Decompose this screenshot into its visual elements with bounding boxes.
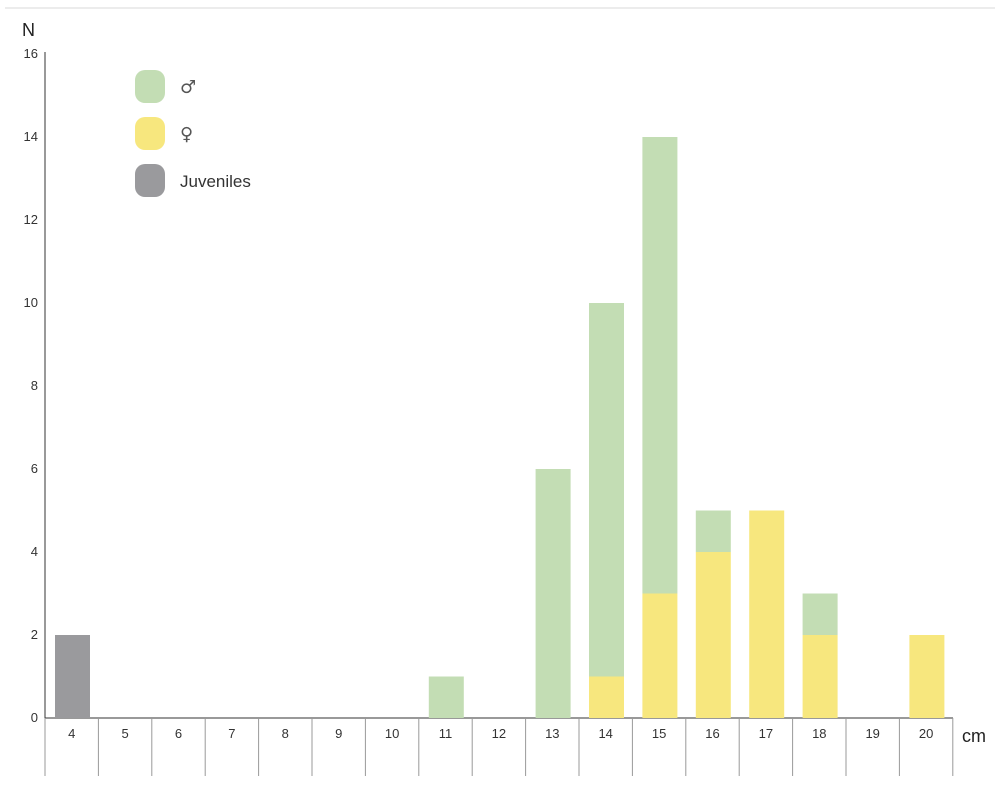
- x-tick-label: 19: [865, 726, 879, 741]
- x-tick-label: 20: [919, 726, 933, 741]
- legend-swatch: [135, 70, 165, 103]
- y-tick-label: 4: [31, 544, 38, 559]
- y-tick-label: 8: [31, 378, 38, 393]
- y-tick-label: 2: [31, 627, 38, 642]
- x-tick-label: 13: [545, 726, 559, 741]
- x-tick-label: 15: [652, 726, 666, 741]
- y-tick-label: 0: [31, 710, 38, 725]
- legend-swatch: [135, 164, 165, 197]
- bar-female-14: [589, 676, 624, 718]
- x-tick-label: 10: [385, 726, 399, 741]
- legend-swatch: [135, 117, 165, 150]
- x-tick-label: 14: [598, 726, 612, 741]
- x-axis-title: cm: [962, 726, 986, 746]
- bar-male-14: [589, 303, 624, 677]
- bar-female-17: [749, 510, 785, 718]
- bar-female-20: [909, 635, 945, 718]
- y-tick-label: 6: [31, 461, 38, 476]
- x-tick-label: 8: [282, 726, 289, 741]
- x-tick-label: 16: [705, 726, 719, 741]
- legend: ♂ ♀ Juveniles: [135, 70, 251, 197]
- bar-juveniles-4: [55, 635, 90, 718]
- bar-male-18: [802, 593, 838, 635]
- y-axis-title: N: [22, 20, 35, 40]
- bar-female-18: [802, 635, 838, 718]
- x-tick-label: 12: [492, 726, 506, 741]
- x-tick-label: 6: [175, 726, 182, 741]
- bar-male-13: [535, 469, 571, 718]
- x-tick-group: 4 5 6 7 8 9 10 11 12 13 14 15 16 17 18 19 20: [44, 718, 954, 776]
- bar-female-15: [642, 593, 678, 718]
- bar-male-11: [428, 676, 464, 718]
- legend-label: Juveniles: [180, 172, 251, 191]
- bar-male-15: [642, 137, 678, 594]
- x-tick-label: 7: [228, 726, 235, 741]
- legend-label: ♀: [180, 124, 193, 145]
- x-tick-label: 11: [439, 726, 453, 741]
- bar-female-16: [695, 552, 731, 718]
- bar-male-16: [695, 510, 731, 552]
- y-tick-label: 12: [24, 212, 38, 227]
- x-tick-label: 9: [335, 726, 342, 741]
- x-tick-label: 4: [68, 726, 75, 741]
- x-tick-label: 17: [759, 726, 773, 741]
- x-tick-label: 5: [121, 726, 128, 741]
- y-tick-label: 16: [24, 46, 38, 61]
- bar-group: [55, 137, 945, 718]
- legend-label: ♂: [180, 77, 196, 98]
- x-tick-label: 18: [812, 726, 826, 741]
- y-tick-label: 14: [24, 129, 38, 144]
- y-tick-group: 0 2 4 6 8 10 12 14 16: [24, 46, 38, 725]
- y-tick-label: 10: [24, 295, 38, 310]
